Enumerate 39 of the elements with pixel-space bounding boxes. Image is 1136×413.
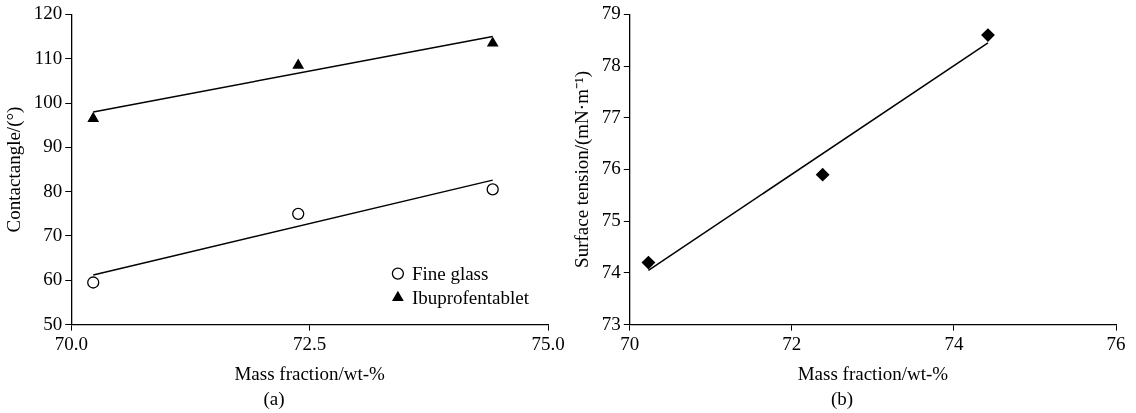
- y-tick-label: 73: [601, 312, 621, 334]
- x-tick-label: 72: [782, 332, 802, 354]
- x-tick-label: 75.0: [531, 332, 565, 354]
- x-tick-label: 72.5: [293, 332, 327, 354]
- y-axis-title: Contactangle/(°): [3, 106, 26, 233]
- y-tick-label: 110: [34, 46, 63, 68]
- text: (a): [263, 387, 285, 410]
- point: [641, 255, 656, 270]
- point: [487, 37, 499, 47]
- point: [292, 59, 304, 69]
- y-tick-label: 50: [43, 312, 63, 334]
- y-tick-label: 76: [601, 157, 621, 179]
- point: [486, 183, 499, 196]
- text: (b): [830, 387, 854, 410]
- point: [292, 207, 305, 220]
- point: [87, 276, 100, 289]
- y-tick-label: 79: [601, 2, 621, 24]
- point: [87, 112, 99, 122]
- point: [816, 168, 830, 182]
- y-tick-label: 74: [601, 260, 622, 282]
- y-tick-label: 80: [43, 179, 63, 201]
- x-tick-label: 70.0: [54, 332, 88, 354]
- x-tick-label: 70: [620, 332, 640, 354]
- y-tick-label: 70: [43, 223, 63, 245]
- x-tick-label: 74: [944, 332, 964, 354]
- x-tick-label: 76: [1106, 332, 1126, 354]
- y-tick-label: 60: [43, 268, 63, 290]
- point: [981, 28, 995, 42]
- y-tick-label: 90: [43, 135, 63, 157]
- legend-label: Fine glass: [411, 262, 489, 284]
- y-tick-label: 77: [601, 105, 621, 127]
- x-axis-title: Mass fraction/wt-%: [234, 362, 385, 384]
- legend-label: Ibuprofentablet: [411, 286, 530, 308]
- x-axis-title: Mass fraction/wt-%: [797, 362, 949, 384]
- y-tick-label: 75: [601, 209, 621, 231]
- y-tick-label: 120: [33, 2, 63, 24]
- y-tick-label: 78: [601, 54, 621, 76]
- y-axis-title: Surface tension/(mN·m⁻¹): [571, 71, 594, 268]
- y-tick-label: 100: [33, 91, 63, 113]
